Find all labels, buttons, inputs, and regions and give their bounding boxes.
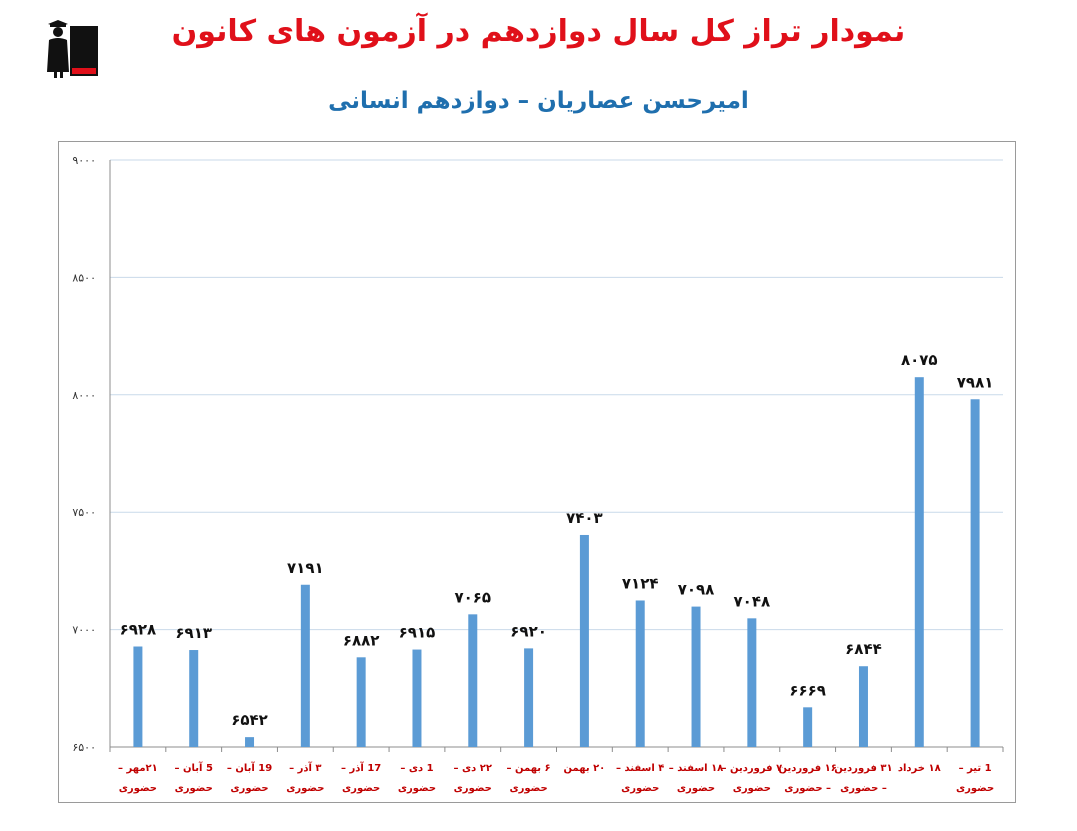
bar xyxy=(970,399,980,747)
bar xyxy=(858,666,868,747)
bar xyxy=(691,606,701,747)
bar-value-label: ۷۱۹۱ xyxy=(287,559,324,577)
bar xyxy=(914,377,924,747)
y-tick-label: ۷۰۰۰ xyxy=(72,624,96,637)
y-tick-label: ۸۰۰۰ xyxy=(72,389,96,402)
x-category-label: 5 آبان – xyxy=(175,761,213,774)
bar xyxy=(133,646,143,747)
x-category-sublabel: حضوری xyxy=(286,783,324,794)
bar-value-label: ۶۸۴۴ xyxy=(845,640,882,658)
x-category-label: ۳ آذر – xyxy=(289,761,321,774)
x-category-label: 1 دی – xyxy=(400,763,433,774)
bar-value-label: ۶۹۱۳ xyxy=(175,624,212,642)
x-category-label: ۲۲ دی – xyxy=(454,763,492,774)
bar xyxy=(579,534,589,747)
bar-value-label: ۷۴۰۳ xyxy=(566,509,603,527)
x-category-sublabel: حضوری xyxy=(509,783,547,794)
x-category-label: 1 تیر – xyxy=(959,763,992,774)
bar-value-label: ۷۰۹۸ xyxy=(678,581,715,599)
bar xyxy=(300,584,310,747)
chart-title: نمودار تراز کل سال دوازدهم در آزمون های … xyxy=(171,14,906,49)
bar-value-label: ۶۹۲۸ xyxy=(120,621,157,639)
bar-value-label: ۶۶۶۹ xyxy=(789,681,826,699)
x-category-sublabel: حضوری xyxy=(956,783,994,794)
bar-value-label: ۶۸۸۲ xyxy=(343,631,380,649)
x-category-sublabel: حضوری xyxy=(677,783,715,794)
x-category-sublabel: حضوری xyxy=(175,783,213,794)
x-category-sublabel: – حضوری xyxy=(840,783,887,794)
x-category-sublabel: حضوری xyxy=(454,783,492,794)
bar xyxy=(468,614,478,747)
bar-value-label: ۸۰۷۵ xyxy=(901,351,938,369)
x-category-label: ۶ بهمن – xyxy=(507,763,551,774)
bar-value-label: ۶۵۴۲ xyxy=(231,711,268,729)
y-tick-label: ۷۵۰۰ xyxy=(72,506,96,519)
bar xyxy=(412,649,422,747)
x-category-label: ۱۸ اسفند – xyxy=(669,763,724,774)
bar-value-label: ۶۹۱۵ xyxy=(399,624,436,642)
bar xyxy=(356,657,366,747)
bar xyxy=(524,648,534,747)
y-tick-label: ۹۰۰۰ xyxy=(72,154,96,167)
bar-value-label: ۷۰۶۵ xyxy=(454,588,491,606)
x-category-sublabel: حضوری xyxy=(119,783,157,794)
x-category-sublabel: حضوری xyxy=(230,783,268,794)
bar xyxy=(635,600,645,747)
x-category-sublabel: – حضوری xyxy=(784,783,831,794)
bar-value-label: ۷۱۲۴ xyxy=(622,574,659,592)
bar-value-label: ۷۹۸۱ xyxy=(957,373,994,391)
x-category-label: ۱۸ خرداد xyxy=(898,763,941,774)
x-category-sublabel: حضوری xyxy=(398,783,436,794)
x-category-label: ۲۰ بهمن xyxy=(564,763,606,774)
x-category-sublabel: حضوری xyxy=(342,783,380,794)
x-category-label: 19 آبان – xyxy=(227,761,272,774)
y-tick-label: ۶۵۰۰ xyxy=(72,741,96,754)
bar-value-label: ۶۹۲۰ xyxy=(510,622,547,640)
kanoon-logo xyxy=(44,14,104,80)
bar xyxy=(747,618,757,747)
bar xyxy=(245,737,255,747)
x-category-sublabel: حضوری xyxy=(733,783,771,794)
chart-subtitle: امیرحسن عصاریان – دوازدهم انسانی xyxy=(328,88,749,114)
x-category-label: ۱۶ فروردین xyxy=(778,763,836,774)
x-category-label: ۳۱ فروردین xyxy=(834,763,892,774)
bar xyxy=(189,650,199,747)
x-category-label: ۴ اسفند – xyxy=(616,763,664,774)
x-category-label: ۲۱مهر – xyxy=(118,763,158,774)
bar-value-label: ۷۰۴۸ xyxy=(734,592,771,610)
chart-frame xyxy=(58,141,1016,803)
x-category-label: ۷ فروردین – xyxy=(721,763,782,774)
x-category-label: 17 آذر – xyxy=(341,761,381,774)
x-category-sublabel: حضوری xyxy=(621,783,659,794)
bar xyxy=(803,707,813,747)
y-tick-label: ۸۵۰۰ xyxy=(72,271,96,284)
